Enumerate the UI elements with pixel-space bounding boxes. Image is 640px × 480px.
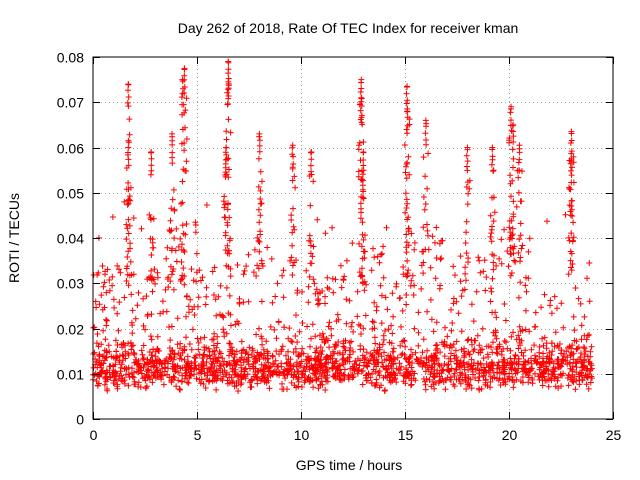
x-tick-label: 0 xyxy=(90,427,98,443)
peak-point xyxy=(308,149,315,156)
peak-point xyxy=(464,144,471,151)
peak-point xyxy=(225,78,232,85)
peak-point xyxy=(358,76,365,83)
peak-point xyxy=(510,121,517,128)
peak-point xyxy=(489,144,496,151)
chart-title: Day 262 of 2018, Rate Of TEC Index for r… xyxy=(178,20,519,36)
peak-point xyxy=(289,142,296,149)
x-tick-label: 10 xyxy=(294,427,310,443)
peak-point xyxy=(225,58,232,65)
y-tick-label: 0.06 xyxy=(57,141,84,157)
peak-point xyxy=(568,155,575,162)
peak-point xyxy=(404,108,411,115)
peak-point xyxy=(181,65,188,72)
x-tick-label: 15 xyxy=(398,427,414,443)
peak-point xyxy=(125,137,132,144)
y-tick-label: 0.02 xyxy=(57,322,84,338)
peak-point xyxy=(223,144,230,151)
series-points xyxy=(90,58,595,394)
peak-point xyxy=(508,103,515,110)
x-tick-label: 25 xyxy=(606,427,622,443)
y-axis-label: ROTI / TECUs xyxy=(6,193,22,283)
y-tick-label: 0.04 xyxy=(57,231,84,247)
peak-point xyxy=(360,149,367,156)
x-axis-label: GPS time / hours xyxy=(296,457,403,473)
peak-point xyxy=(358,94,365,101)
peak-point xyxy=(404,83,411,90)
x-tick-label: 20 xyxy=(502,427,518,443)
axis-ticks: 0 0.01 0.02 0.03 0.04 0.05 0.06 0.07 0.08 0 5 10 15 2… xyxy=(57,50,622,444)
y-tick-label: 0.01 xyxy=(57,367,84,383)
y-tick-label: 0.08 xyxy=(57,50,84,66)
y-tick-label: 0.05 xyxy=(57,186,84,202)
y-tick-label: 0 xyxy=(76,412,84,428)
peak-point xyxy=(148,149,155,156)
y-tick-label: 0.03 xyxy=(57,276,84,292)
series-roti-markers xyxy=(90,59,595,394)
peak-point xyxy=(568,128,575,135)
peak-point xyxy=(256,130,263,137)
peak-point xyxy=(169,130,176,137)
y-tick-label: 0.07 xyxy=(57,95,84,111)
peak-point xyxy=(422,117,429,124)
x-tick-label: 5 xyxy=(194,427,202,443)
peak-point xyxy=(516,142,523,149)
peak-point xyxy=(125,81,132,88)
peak-point xyxy=(179,76,186,83)
